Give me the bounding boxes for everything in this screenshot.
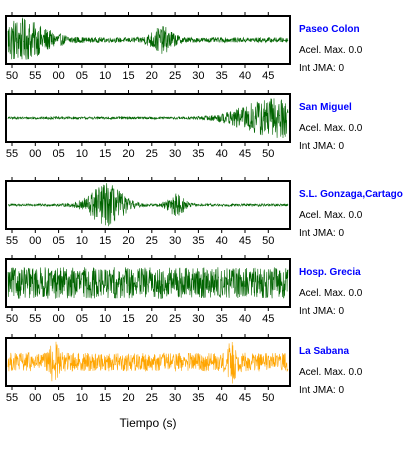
int-jma: Int JMA: 0 [299,228,344,239]
tick-label: 40 [239,70,251,82]
tick-label: 00 [29,148,41,160]
tick-label: 35 [192,148,204,160]
int-jma: Int JMA: 0 [299,306,344,317]
tick-label: 30 [192,70,204,82]
tick-label: 30 [169,148,181,160]
tick-label: 15 [99,148,111,160]
tick-label: 05 [76,313,88,325]
tick-label: 10 [76,235,88,247]
tick-label: 40 [239,313,251,325]
tick-label: 35 [192,392,204,404]
tick-label: 50 [262,235,274,247]
tick-label: 25 [146,235,158,247]
accel-max: Acel. Max. 0.0 [299,123,363,134]
tick-label: 00 [29,392,41,404]
tick-label: 45 [239,392,251,404]
station-name: S.L. Gonzaga,Cartago [299,189,403,200]
tick-label: 20 [122,235,134,247]
waveform-3 [7,266,289,299]
station-name: La Sabana [299,346,349,357]
tick-label: 40 [216,392,228,404]
tick-label: 45 [239,148,251,160]
tick-label: 50 [262,392,274,404]
tick-label: 30 [169,235,181,247]
tick-label: 10 [76,148,88,160]
tick-label: 10 [99,70,111,82]
waveform-4 [7,341,289,384]
tick-label: 10 [76,392,88,404]
tick-label: 35 [216,70,228,82]
tick-label: 55 [6,148,18,160]
tick-label: 55 [29,70,41,82]
accel-max: Acel. Max. 0.0 [299,210,363,221]
tick-label: 25 [169,70,181,82]
panel-frame-3 [5,258,291,308]
accel-max: Acel. Max. 0.0 [299,45,363,56]
tick-label: 55 [29,313,41,325]
tick-label: 05 [52,235,64,247]
panel-frame-4 [5,337,291,387]
tick-label: 00 [52,313,64,325]
panel-frame-2 [5,180,291,230]
tick-label: 25 [146,148,158,160]
tick-label: 35 [216,313,228,325]
station-name: San Miguel [299,102,352,113]
tick-label: 20 [146,313,158,325]
tick-label: 00 [52,70,64,82]
tick-label: 45 [262,70,274,82]
tick-label: 30 [192,313,204,325]
tick-label: 50 [6,313,18,325]
int-jma: Int JMA: 0 [299,63,344,74]
tick-label: 40 [216,235,228,247]
tick-label: 45 [239,235,251,247]
tick-label: 25 [169,313,181,325]
tick-label: 00 [29,235,41,247]
tick-label: 50 [262,148,274,160]
waveform-0 [7,17,289,60]
tick-label: 10 [99,313,111,325]
tick-label: 20 [146,70,158,82]
tick-label: 15 [99,392,111,404]
tick-label: 55 [6,392,18,404]
tick-label: 05 [76,70,88,82]
int-jma: Int JMA: 0 [299,385,344,396]
accel-max: Acel. Max. 0.0 [299,367,363,378]
x-axis-label: Tiempo (s) [120,416,177,430]
station-name: Hosp. Grecia [299,267,361,278]
panel-frame-1 [5,93,291,143]
accel-max: Acel. Max. 0.0 [299,288,363,299]
tick-label: 55 [6,235,18,247]
tick-label: 35 [192,235,204,247]
tick-label: 15 [99,235,111,247]
tick-label: 20 [122,148,134,160]
tick-label: 15 [122,70,134,82]
int-jma: Int JMA: 0 [299,141,344,152]
tick-label: 25 [146,392,158,404]
tick-label: 30 [169,392,181,404]
tick-label: 20 [122,392,134,404]
tick-label: 40 [216,148,228,160]
tick-label: 15 [122,313,134,325]
tick-label: 05 [52,148,64,160]
station-name: Paseo Colon [299,24,360,35]
panel-frame-0 [5,15,291,65]
waveform-1 [7,98,289,139]
tick-label: 05 [52,392,64,404]
waveform-2 [8,183,289,227]
tick-label: 50 [6,70,18,82]
tick-label: 45 [262,313,274,325]
